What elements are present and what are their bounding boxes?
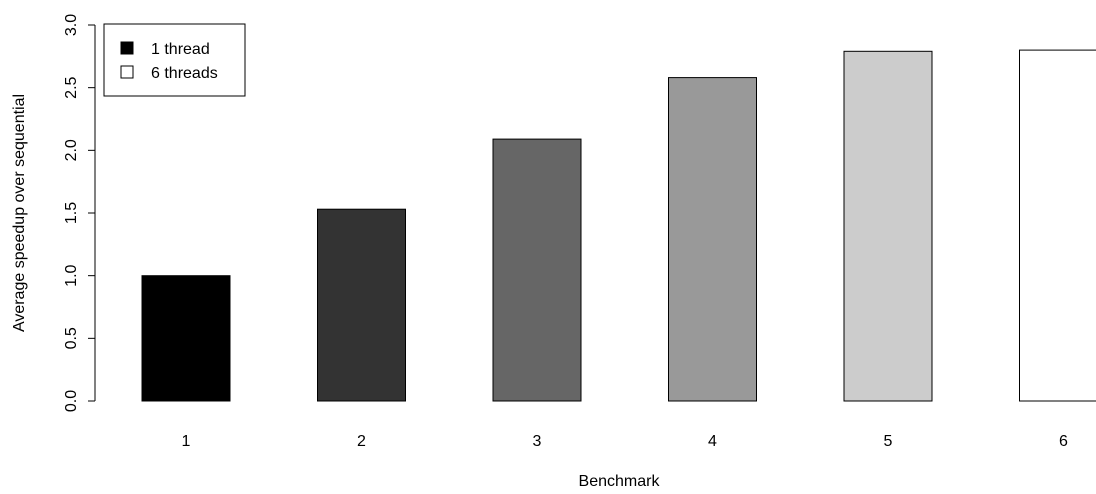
y-tick-label: 1.5 (63, 202, 80, 224)
legend-box (103, 23, 246, 97)
x-tick-label: 1 (182, 433, 191, 450)
legend-label: 1 thread (151, 41, 210, 58)
x-tick-label: 4 (708, 433, 717, 450)
bar-5 (843, 50, 933, 402)
bars-group (141, 49, 1096, 402)
x-axis-label: Benchmark (579, 473, 661, 490)
x-tick-label: 6 (1059, 433, 1068, 450)
y-tick-label: 1.0 (63, 264, 80, 286)
y-axis: 0.0 0.5 1.0 1.5 2.0 2.5 3.0 (63, 14, 96, 412)
bar-2 (317, 208, 406, 402)
legend-swatch (120, 65, 134, 79)
x-axis-tick-labels: 1 2 3 4 5 6 (182, 433, 1069, 450)
y-tick-label: 2.0 (63, 139, 80, 161)
y-tick-label: 2.5 (63, 76, 80, 98)
x-tick-label: 5 (884, 433, 893, 450)
bar-6 (1019, 49, 1096, 402)
y-axis-label: Average speedup over sequential (11, 94, 28, 332)
legend-swatch (120, 41, 134, 55)
bar-1 (141, 275, 231, 402)
bar-4 (668, 77, 757, 402)
x-tick-label: 3 (533, 433, 542, 450)
y-tick-label: 0.0 (63, 390, 80, 412)
y-tick-label: 3.0 (63, 14, 80, 36)
bar-3 (492, 138, 582, 402)
x-tick-label: 2 (357, 433, 366, 450)
legend-label: 6 threads (151, 65, 218, 82)
legend: 1 thread 6 threads (103, 23, 246, 97)
y-tick-label: 0.5 (63, 327, 80, 349)
